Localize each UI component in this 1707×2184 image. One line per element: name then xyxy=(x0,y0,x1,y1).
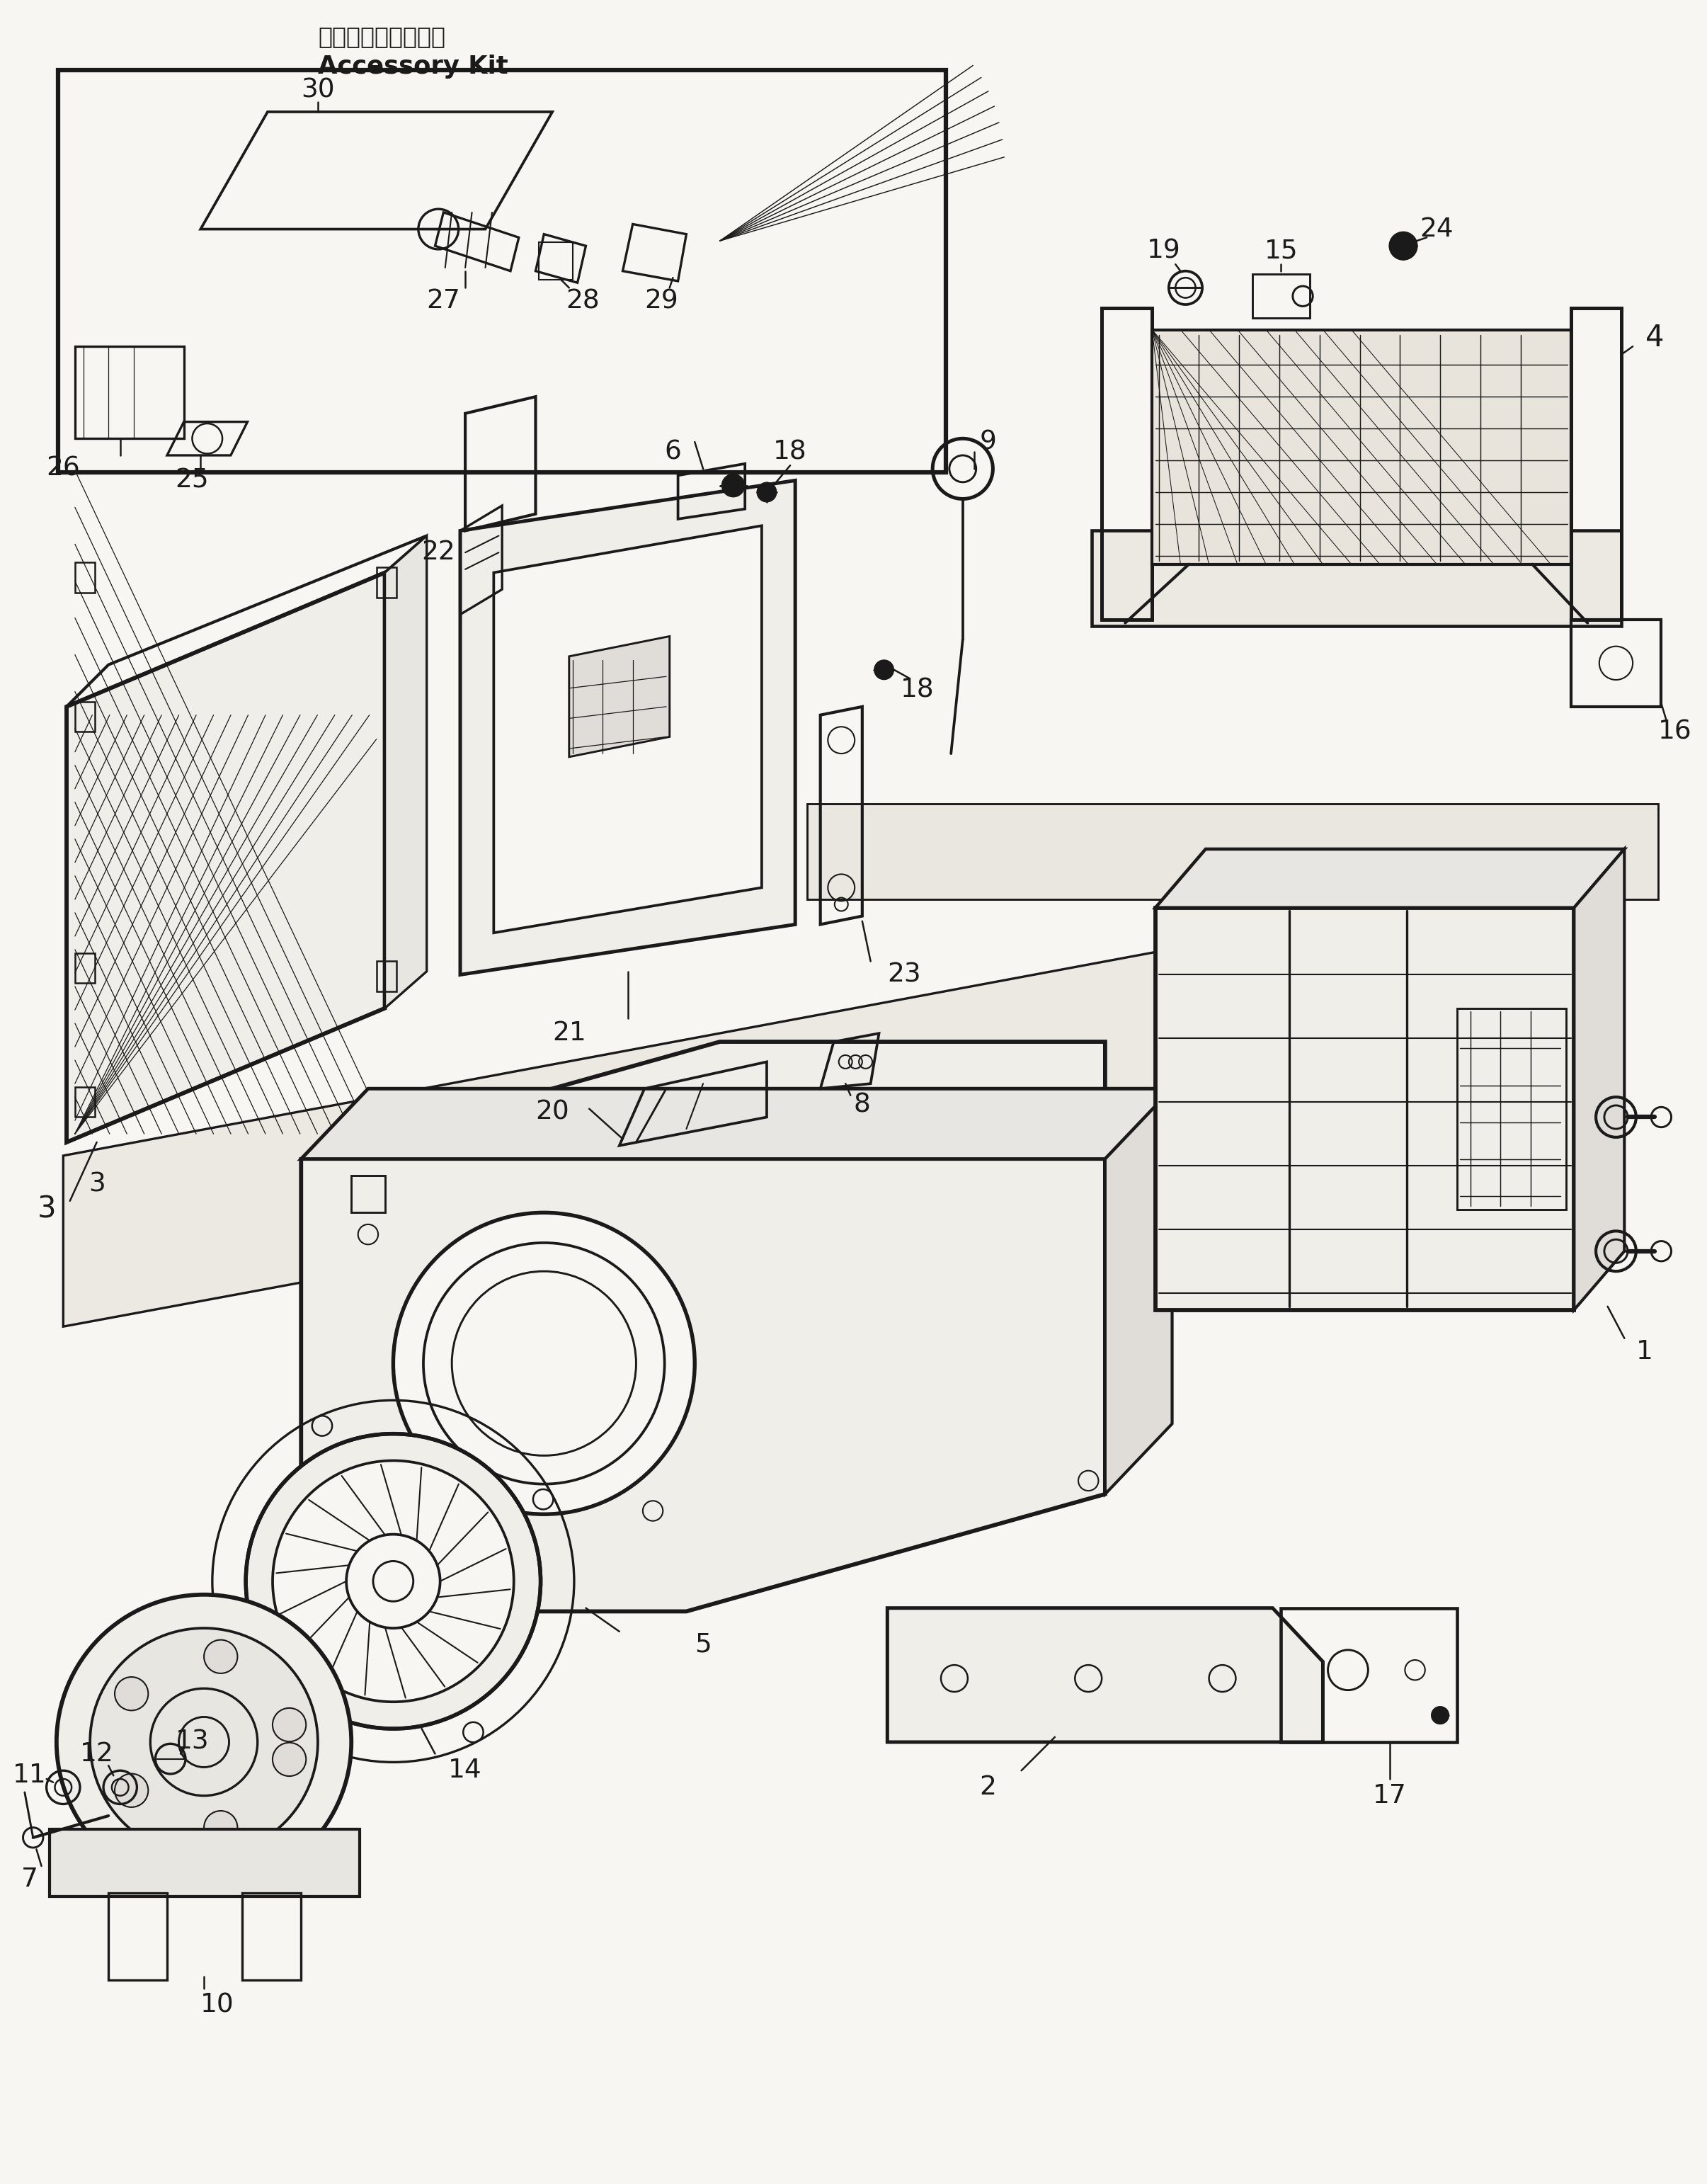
Text: 21: 21 xyxy=(551,1020,586,1046)
Text: 12: 12 xyxy=(80,1741,114,1767)
Circle shape xyxy=(90,1627,318,1856)
Circle shape xyxy=(246,1433,541,1730)
Polygon shape xyxy=(568,636,669,758)
Polygon shape xyxy=(300,1042,1104,1612)
Polygon shape xyxy=(1152,330,1570,563)
Circle shape xyxy=(114,1677,149,1710)
Text: 14: 14 xyxy=(449,1758,481,1784)
Text: 3: 3 xyxy=(38,1195,56,1225)
Bar xyxy=(75,952,96,983)
Text: アクセサリーキット: アクセサリーキット xyxy=(318,24,446,48)
Polygon shape xyxy=(63,893,1465,1326)
Polygon shape xyxy=(67,572,384,1142)
Text: 20: 20 xyxy=(536,1099,568,1125)
Text: 9: 9 xyxy=(980,430,995,454)
Text: 26: 26 xyxy=(46,456,80,480)
Bar xyxy=(75,563,96,592)
Text: 19: 19 xyxy=(1147,238,1180,264)
Polygon shape xyxy=(807,804,1657,900)
Text: 27: 27 xyxy=(427,288,461,314)
Circle shape xyxy=(203,1811,237,1843)
Bar xyxy=(75,347,184,439)
Text: 10: 10 xyxy=(200,1992,234,2018)
Text: 16: 16 xyxy=(1657,719,1692,745)
Text: Accessory Kit: Accessory Kit xyxy=(318,55,509,79)
Text: 18: 18 xyxy=(773,439,807,465)
Polygon shape xyxy=(1091,531,1620,627)
Text: 15: 15 xyxy=(1263,238,1297,264)
Text: 5: 5 xyxy=(695,1631,712,1658)
Text: 25: 25 xyxy=(176,467,208,494)
Bar xyxy=(376,961,396,992)
Text: 7: 7 xyxy=(20,1867,38,1891)
Text: 30: 30 xyxy=(300,76,335,103)
Text: 8: 8 xyxy=(853,1092,871,1118)
Polygon shape xyxy=(1104,1088,1171,1494)
Polygon shape xyxy=(888,1607,1323,1743)
Circle shape xyxy=(393,1212,695,1514)
Text: 11: 11 xyxy=(14,1762,46,1789)
Circle shape xyxy=(722,474,744,496)
Text: 24: 24 xyxy=(1419,216,1453,242)
Text: 22: 22 xyxy=(422,539,456,566)
Text: 4: 4 xyxy=(1644,323,1663,354)
Bar xyxy=(75,1088,96,1118)
Circle shape xyxy=(56,1594,352,1889)
Circle shape xyxy=(114,1773,149,1806)
Circle shape xyxy=(273,1743,306,1776)
Polygon shape xyxy=(493,526,761,933)
Text: 6: 6 xyxy=(664,439,681,465)
Bar xyxy=(539,242,572,280)
Text: 28: 28 xyxy=(565,288,599,314)
Polygon shape xyxy=(50,1830,360,1896)
Text: 17: 17 xyxy=(1372,1782,1407,1808)
Text: 13: 13 xyxy=(176,1730,208,1754)
Bar xyxy=(352,1175,384,1212)
Text: 1: 1 xyxy=(1635,1339,1652,1365)
Text: 3: 3 xyxy=(89,1171,106,1197)
Circle shape xyxy=(874,660,893,679)
Bar xyxy=(75,701,96,732)
Polygon shape xyxy=(384,535,427,1009)
Polygon shape xyxy=(1156,909,1574,1310)
Text: 23: 23 xyxy=(888,961,920,987)
Text: 29: 29 xyxy=(644,288,678,314)
Bar xyxy=(58,70,946,472)
Polygon shape xyxy=(1574,850,1623,1310)
Circle shape xyxy=(203,1640,237,1673)
Circle shape xyxy=(1389,232,1417,260)
Circle shape xyxy=(758,483,775,502)
Polygon shape xyxy=(300,1088,1171,1160)
Bar xyxy=(376,568,396,598)
Circle shape xyxy=(273,1708,306,1741)
Text: 2: 2 xyxy=(980,1776,995,1800)
Circle shape xyxy=(423,1243,664,1485)
Circle shape xyxy=(1430,1708,1448,1723)
Text: 18: 18 xyxy=(900,677,934,703)
Polygon shape xyxy=(459,480,795,974)
Polygon shape xyxy=(1156,850,1623,909)
Circle shape xyxy=(273,1461,514,1701)
